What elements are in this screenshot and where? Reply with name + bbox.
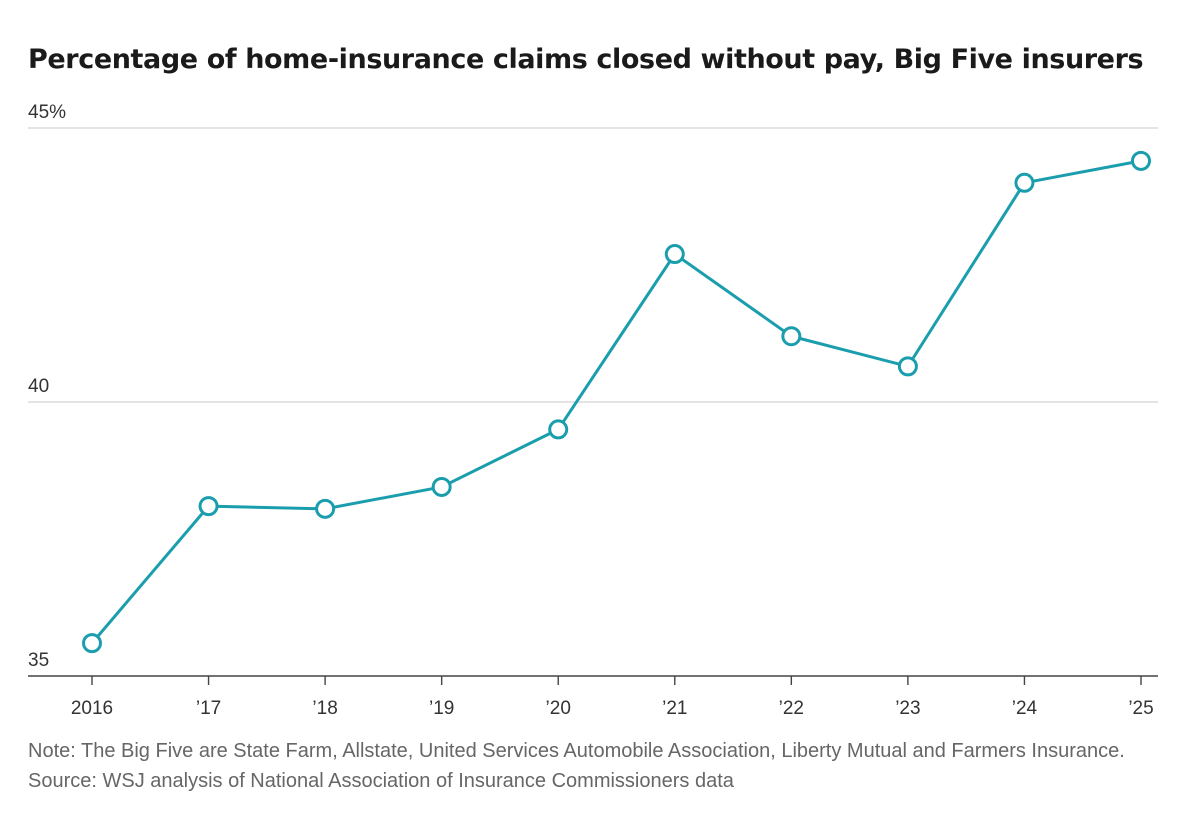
data-point-’17: [198, 496, 219, 517]
y-tick-label: 35: [28, 650, 49, 671]
chart-title: Percentage of home-insurance claims clos…: [28, 44, 1144, 75]
chart-notes: Note: The Big Five are State Farm, Allst…: [28, 736, 1178, 796]
x-tick-label: ’18: [312, 698, 337, 719]
tick-labels: 45% 40 35 2016 ’17 ’18 ’19 ’20 ’21 ’22 ’23 ’24 ’25: [28, 102, 1154, 719]
note-text: Note: The Big Five are State Farm, Allst…: [28, 740, 1125, 762]
source-text: Source: WSJ analysis of National Associa…: [28, 770, 734, 792]
data-point-’18: [315, 498, 336, 519]
x-tick-label: ’21: [662, 698, 687, 719]
data-point-’24: [1014, 172, 1035, 193]
x-tick-label: 2016: [71, 698, 113, 719]
data-point-’20: [548, 419, 569, 440]
data-point-’25: [1131, 150, 1151, 171]
y-tick-label: 45%: [28, 102, 66, 123]
data-point-’22: [781, 326, 802, 347]
x-tick-label: ’22: [779, 698, 804, 719]
x-tick-label: ’23: [895, 698, 920, 719]
series-layer: [82, 150, 1151, 654]
data-point-’19: [431, 476, 452, 497]
x-tick-label: ’19: [429, 698, 454, 719]
x-axis: [28, 675, 1158, 685]
x-tick-label: ’20: [546, 698, 571, 719]
data-point-2016: [82, 633, 102, 654]
y-tick-label: 40: [28, 376, 49, 397]
x-tick-label: ’17: [196, 698, 221, 719]
gridlines: [28, 127, 1158, 403]
data-point-’23: [897, 356, 918, 377]
x-tick-label: ’24: [1012, 698, 1038, 719]
x-tick-label: ’25: [1128, 698, 1153, 719]
series-line: [90, 159, 1143, 645]
data-point-’21: [664, 244, 685, 265]
